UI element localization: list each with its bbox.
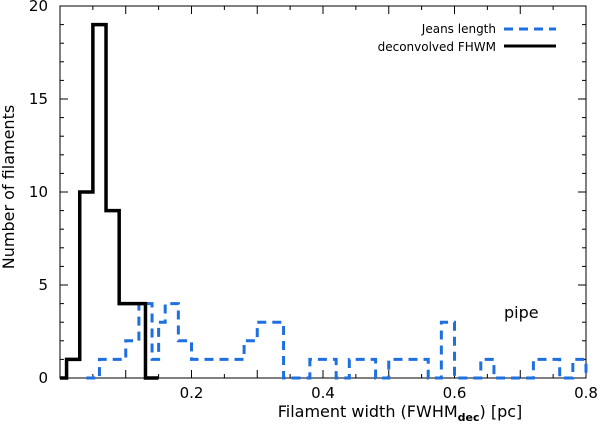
y-tick-label: 20: [29, 0, 48, 15]
histogram-series-jeans-length: [86, 302, 588, 380]
y-tick-label: 10: [29, 183, 48, 201]
y-axis-label: Number of filaments: [0, 105, 18, 269]
x-axis-label: Filament width (FWHMdec) [pc]: [278, 402, 523, 424]
pipe-annotation: pipe: [504, 303, 539, 322]
y-tick-label: 5: [38, 276, 48, 294]
legend-label-jeans-length: Jeans length: [421, 22, 496, 36]
histogram-series-deconvolved-fhwm: [60, 22, 159, 380]
y-axis-ticks: 0 5 10 15 20: [29, 0, 586, 387]
x-tick-label: 0.8: [574, 384, 598, 402]
y-tick-label: 15: [29, 90, 48, 108]
x-axis-label-subscript: dec: [458, 411, 480, 424]
x-tick-label: 0.4: [311, 384, 335, 402]
x-tick-label: 0.2: [180, 384, 204, 402]
series-layer: [60, 22, 588, 380]
legend-label-deconvolved-fhwm: deconvolved FHWM: [378, 40, 496, 54]
x-tick-label: 0.6: [443, 384, 467, 402]
legend: Jeans length deconvolved FHWM: [378, 22, 556, 54]
y-tick-label: 0: [38, 369, 48, 387]
x-axis-ticks: 0.2 0.4 0.6 0.8: [59, 6, 598, 402]
x-axis-label-main: Filament width (FWHM: [278, 402, 458, 421]
x-axis-label-end: ) [pc]: [480, 402, 523, 421]
